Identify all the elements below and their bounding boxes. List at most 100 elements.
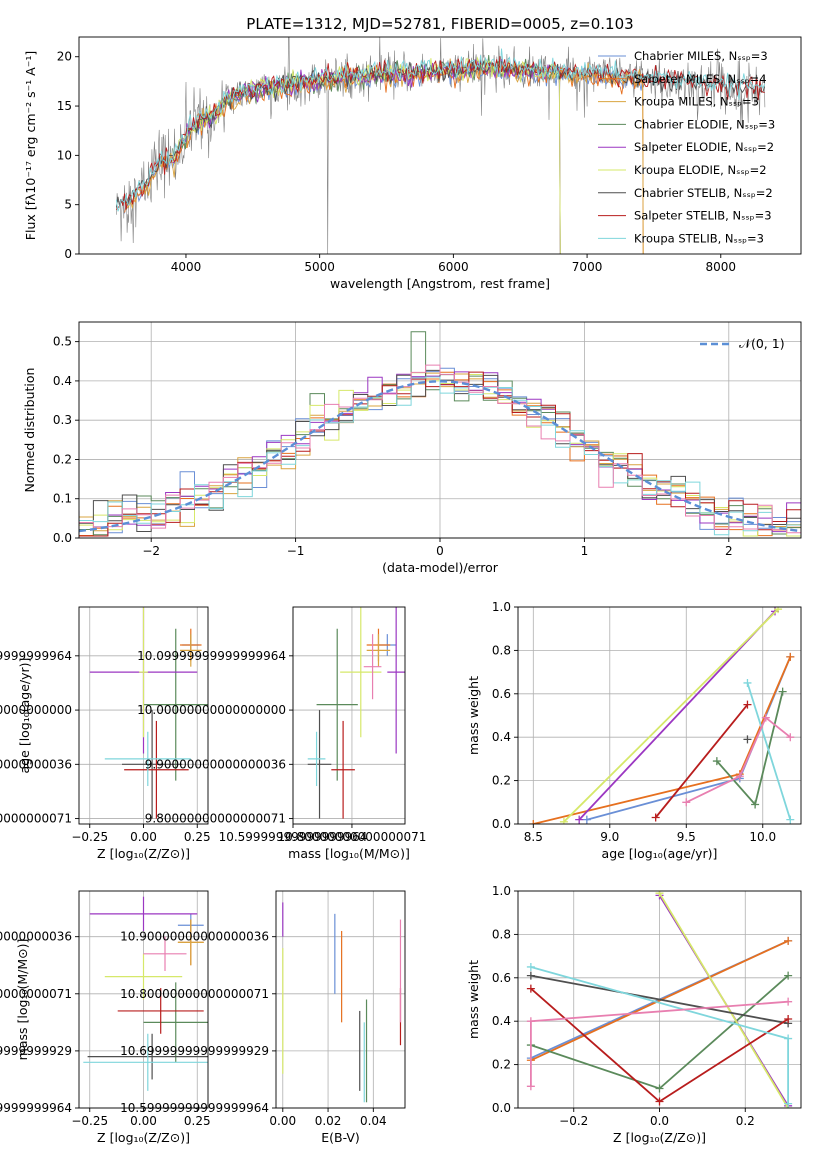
- y-tick-label: 10.59999999999999964: [0, 1101, 72, 1115]
- frame-massweight_vs_age: 8.5 9.0 9.5 10.0 0.0 0.2 0.4 0.6 0.8 1.0 age [log₁…: [466, 600, 802, 861]
- y-tick-label: 0.3: [53, 413, 72, 427]
- y-tick-label: 9.90000000000000036: [145, 757, 286, 771]
- plus-marker: [655, 891, 664, 898]
- mass-weight-line: [586, 656, 792, 821]
- x-tick-label: 10.0: [749, 830, 776, 844]
- y-tick-label: 0: [64, 247, 72, 261]
- y-tick-label: 0.8: [492, 643, 511, 657]
- frame-spectrum: 4000 5000 6000 7000 8000 0 5 10 15 20 wavelength […: [23, 36, 802, 291]
- y-tick-label: 0.8: [492, 927, 511, 941]
- errorbar-point: [117, 988, 204, 1034]
- gaussian-reference-line: [79, 380, 801, 533]
- errorbar-point: [124, 720, 189, 819]
- y-tick-label: 5: [64, 198, 72, 212]
- plus-marker: [575, 815, 584, 824]
- legend-label: Salpeter STELIB, Nₛₛₚ=3: [634, 209, 772, 223]
- figure-title: PLATE=1312, MJD=52781, FIBERID=0005, z=0…: [246, 15, 633, 33]
- plot-area-spectrum: [115, 37, 766, 254]
- y-tick-label: 0.2: [53, 452, 72, 466]
- errorbar-point: [139, 607, 148, 738]
- y-tick-label: 0.2: [492, 774, 511, 788]
- plus-marker: [655, 1097, 664, 1106]
- legend-label: Salpeter ELODIE, Nₛₛₚ=2: [634, 140, 774, 154]
- errorbar-point: [83, 1033, 208, 1091]
- x-tick-label: 4000: [171, 260, 202, 274]
- x-tick-label: 0: [436, 544, 444, 558]
- plus-marker: [526, 962, 535, 971]
- y-tick-label: 20: [57, 50, 72, 64]
- y-tick-label: 10.09999999999999964: [0, 649, 72, 663]
- plus-marker: [784, 1099, 793, 1108]
- x-tick-label: −2: [142, 544, 160, 558]
- legend-label: Chabrier MILES, Nₛₛₚ=3: [634, 49, 768, 63]
- axes-frame: [517, 606, 802, 825]
- x-tick-label: 8.5: [524, 830, 543, 844]
- y-tick-label: 10.80000000000000071: [120, 987, 269, 1001]
- y-tick-label: 10.90000000000000036: [0, 930, 72, 944]
- x-tick-label: 0.0: [650, 1114, 669, 1128]
- mass-weight-line: [530, 974, 789, 1025]
- y-tick-label: 10.69999999999999929: [120, 1044, 269, 1058]
- errorbar-point: [89, 896, 198, 931]
- plus-marker: [526, 971, 535, 980]
- plus-marker: [743, 700, 752, 709]
- errorbar-point: [143, 628, 208, 781]
- errorbar-point: [143, 936, 187, 971]
- y-tick-label: 9.80000000000000071: [0, 812, 72, 826]
- plot-area-age_vs_Z: [89, 607, 208, 819]
- y-tick-label: 1.0: [492, 600, 511, 614]
- x-tick-label: 1: [581, 544, 589, 558]
- plot-area-residuals: [79, 331, 801, 537]
- errorbar-point: [363, 634, 382, 700]
- plus-marker: [778, 687, 787, 696]
- y-tick-label: 0.0: [492, 1101, 511, 1115]
- x-tick-label: 0.00: [130, 1114, 157, 1128]
- plus-marker: [682, 798, 691, 807]
- mass-weight-line: [563, 608, 779, 823]
- errorbar-point: [366, 634, 391, 667]
- axes-massweight_vs_age: 8.5 9.0 9.5 10.0 0.0 0.2 0.4 0.6 0.8 1.0 age [log₁…: [466, 600, 802, 861]
- plus-marker: [784, 1034, 793, 1043]
- model-spectrum-line: [124, 58, 644, 254]
- residual-histogram-step: [79, 364, 801, 537]
- legend-label: Chabrier STELIB, Nₛₛₚ=2: [634, 186, 773, 200]
- frame-massweight_vs_Z: −0.2 0.0 0.2 0.0 0.2 0.4 0.6 0.8 1.0 Z [log₁₀(Z/Z…: [466, 884, 802, 1145]
- mass-weight-line: [716, 691, 784, 807]
- plus-marker: [582, 815, 591, 824]
- frame-mass_vs_EBV: 0.00 0.02 0.04 10.59999999999999964 10.69999…: [120, 890, 406, 1145]
- x-axis-label: Z [log₁₀(Z/Z⊙)]: [97, 846, 190, 861]
- mass-weight-line: [530, 940, 789, 1062]
- x-tick-label: 0.02: [315, 1114, 342, 1128]
- y-tick-label: 0.4: [53, 374, 72, 388]
- plus-marker: [526, 1017, 535, 1026]
- legend-label: Salpeter MILES, Nₛₛₚ=4: [634, 72, 767, 86]
- plus-marker: [712, 757, 721, 766]
- frame-age_vs_Z: −0.25 0.00 0.25 9.80000000000000071 9.900000…: [0, 606, 211, 861]
- y-tick-label: 9.80000000000000071: [145, 812, 286, 826]
- y-axis-label: mass weight: [466, 676, 481, 755]
- model-spectrum-line: [124, 61, 644, 214]
- x-tick-label: 10.59999999999999964: [219, 830, 368, 844]
- plus-marker: [651, 813, 660, 822]
- plot-area-mass_vs_EBV: [282, 902, 402, 1103]
- y-tick-label: 10.90000000000000036: [120, 930, 269, 944]
- x-tick-label: 7000: [572, 260, 603, 274]
- errorbar-point: [307, 731, 326, 787]
- plus-marker: [743, 678, 752, 687]
- x-tick-label: 10.80000000000000071: [278, 830, 427, 844]
- x-tick-label: 0.2: [736, 1114, 755, 1128]
- plus-marker: [751, 800, 760, 809]
- y-tick-label: 0.0: [492, 817, 511, 831]
- y-tick-label: 0.6: [492, 687, 511, 701]
- y-tick-label: 10.80000000000000071: [0, 987, 72, 1001]
- mass-weight-line: [658, 892, 789, 1108]
- errorbar-point: [104, 731, 191, 787]
- plus-marker: [786, 733, 795, 742]
- axes-age_vs_Z: −0.25 0.00 0.25 9.80000000000000071 9.900000…: [0, 606, 211, 861]
- y-tick-label: 10.09999999999999964: [137, 649, 286, 663]
- x-tick-label: 0.25: [184, 830, 211, 844]
- errorbar-point: [180, 634, 202, 667]
- model-spectrum-line: [116, 56, 765, 210]
- x-tick-label: 5000: [304, 260, 335, 274]
